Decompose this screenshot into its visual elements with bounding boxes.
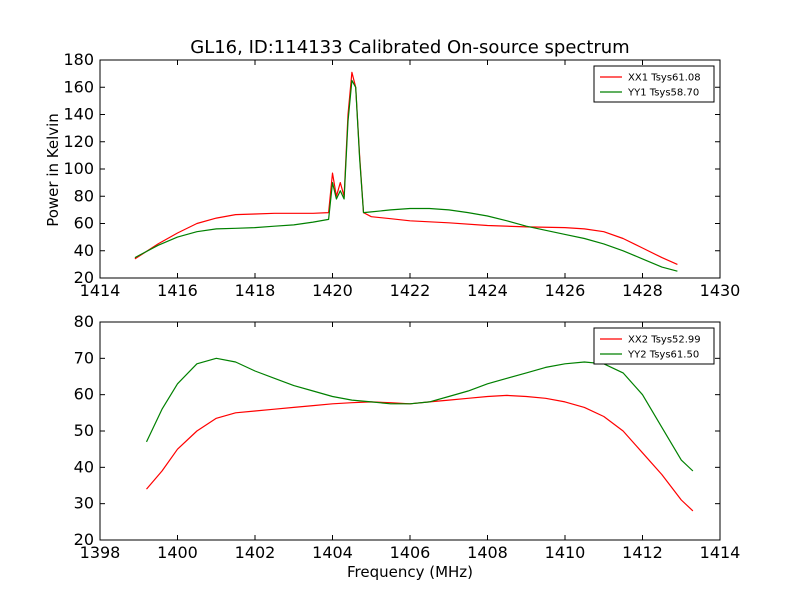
y-tick-label-1-3: 80 <box>74 186 94 205</box>
y-tick-label-1-6: 140 <box>63 105 94 124</box>
y-tick-label-2-1: 30 <box>74 494 94 513</box>
y-tick-label-1-4: 100 <box>63 159 94 178</box>
x-tick-label-1-5: 1424 <box>467 281 508 300</box>
y-tick-label-1-1: 40 <box>74 241 94 260</box>
x-tick-label-2-2: 1402 <box>235 543 276 562</box>
x-tick-label-1-6: 1426 <box>545 281 586 300</box>
series-line-2-2 <box>145 357 694 472</box>
series-line-1-2 <box>134 79 678 272</box>
y-tick-label-2-6: 80 <box>74 312 94 331</box>
x-tick-label-2-0: 1398 <box>80 543 121 562</box>
x-tick-label-1-4: 1422 <box>390 281 431 300</box>
x-tick-label-2-3: 1404 <box>312 543 353 562</box>
x-tick-label-1-2: 1418 <box>235 281 276 300</box>
y-tick-label-1-5: 120 <box>63 132 94 151</box>
y-tick-label-2-2: 40 <box>74 457 94 476</box>
y-tick-label-1-0: 20 <box>74 268 94 287</box>
legend-2: XX2 Tsys52.99 YY2 Tsys61.50 <box>593 327 715 365</box>
x-tick-label-2-4: 1406 <box>390 543 431 562</box>
y-tick-label-2-5: 70 <box>74 348 94 367</box>
series-line-2-1 <box>146 394 694 512</box>
panel-2: 1398 1400 1402 1404 1406 1408 1410 1412 1414 20 30… <box>74 312 741 562</box>
x-tick-label-1-1: 1416 <box>157 281 198 300</box>
legend-label-2-2: YY2 Tsys61.50 <box>627 350 699 361</box>
legend-1: XX1 Tsys61.08 YY1 Tsys58.70 <box>593 65 715 103</box>
figure-title: GL16, ID:114133 Calibrated On-source spe… <box>190 37 629 58</box>
legend-label-2-1: XX2 Tsys52.99 <box>628 335 701 346</box>
x-axis-label: Frequency (MHz) <box>347 563 473 581</box>
panel-1: 1414 1416 1418 1420 1422 1424 1426 1428 1430 20 40… <box>63 50 740 300</box>
legend-box-1 <box>593 65 715 103</box>
y-tick-label-2-3: 50 <box>74 421 94 440</box>
y-tick-label-2-0: 20 <box>74 530 94 549</box>
legend-box-2 <box>593 327 715 365</box>
y-tick-label-1-8: 180 <box>63 50 94 69</box>
x-tick-label-2-8: 1414 <box>700 543 741 562</box>
x-tick-label-2-5: 1408 <box>467 543 508 562</box>
panels: 1414 1416 1418 1420 1422 1424 1426 1428 1430 20 40… <box>63 50 740 562</box>
x-tick-label-2-7: 1412 <box>622 543 663 562</box>
y-tick-label-1-2: 60 <box>74 214 94 233</box>
x-tick-label-1-7: 1428 <box>622 281 663 300</box>
y-tick-label-2-4: 60 <box>74 385 94 404</box>
x-tick-label-1-3: 1420 <box>312 281 353 300</box>
y-tick-label-1-7: 160 <box>63 77 94 96</box>
x-tick-label-2-6: 1410 <box>545 543 586 562</box>
series-line-1-1 <box>134 71 678 265</box>
x-tick-label-1-0: 1414 <box>80 281 121 300</box>
legend-label-1-2: YY1 Tsys58.70 <box>627 88 699 99</box>
y-axis-label: Power in Kelvin <box>44 113 62 227</box>
legend-label-1-1: XX1 Tsys61.08 <box>628 73 701 84</box>
x-tick-label-2-1: 1400 <box>157 543 198 562</box>
x-tick-label-1-8: 1430 <box>700 281 741 300</box>
